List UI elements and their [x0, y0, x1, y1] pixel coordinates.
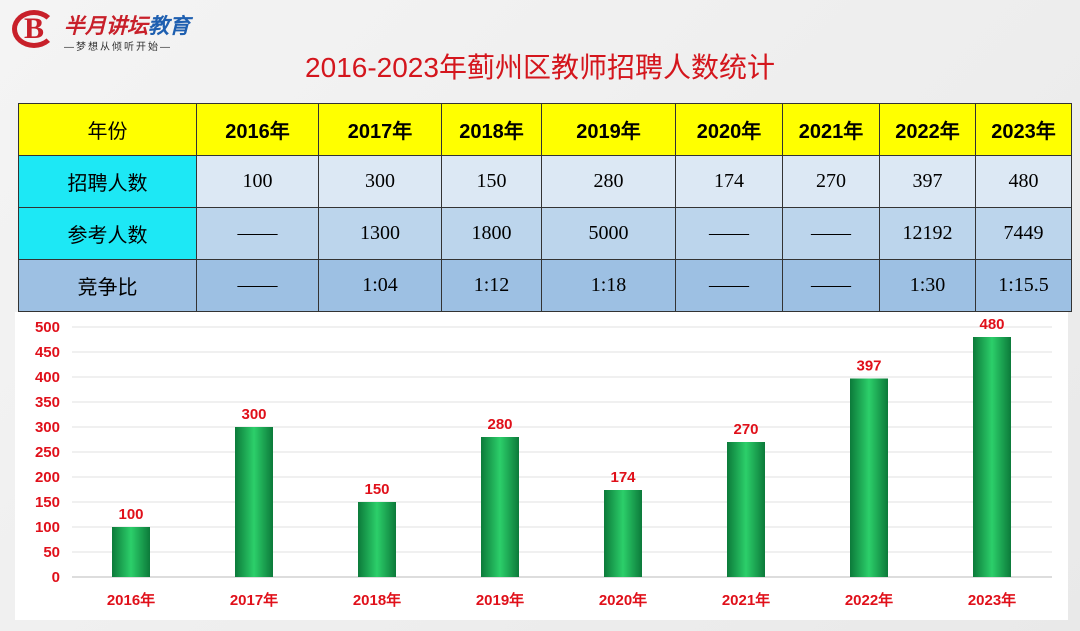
- table-cell: 1:15.5: [975, 259, 1072, 312]
- logo-mark-icon: [12, 10, 56, 48]
- table-cell: ——: [782, 259, 880, 312]
- table-cell: 12192: [879, 207, 976, 260]
- bar: [850, 378, 888, 577]
- y-tick-label: 150: [35, 494, 60, 511]
- bar: [727, 442, 765, 577]
- y-tick-label: 200: [35, 469, 60, 486]
- table-cell: 300: [318, 155, 442, 208]
- table-cell: 2018年: [441, 103, 542, 156]
- table-cell: 100: [196, 155, 319, 208]
- x-tick-label: 2017年: [230, 591, 278, 609]
- data-label: 300: [241, 406, 266, 423]
- table-cell: 2022年: [879, 103, 976, 156]
- row-label: 年份: [18, 103, 197, 156]
- table-cell: ——: [675, 207, 783, 260]
- data-table: 年份 2016年 2017年 2018年 2019年 2020年 2021年 2022年 202…: [18, 103, 1072, 312]
- data-label: 480: [979, 316, 1004, 333]
- table-row: 竞争比 —— 1:04 1:12 1:18 —— —— 1:30 1:15.5: [18, 259, 1072, 312]
- logo: B 半月讲坛教育 —梦想从倾听开始—: [12, 8, 212, 53]
- y-tick-label: 500: [35, 319, 60, 336]
- table-cell: 1:30: [879, 259, 976, 312]
- table-cell: 2017年: [318, 103, 442, 156]
- table-cell: 2016年: [196, 103, 319, 156]
- data-label: 150: [364, 481, 389, 498]
- x-tick-label: 2022年: [845, 591, 893, 609]
- data-label: 174: [610, 469, 636, 486]
- table-cell: 1800: [441, 207, 542, 260]
- table-cell: 174: [675, 155, 783, 208]
- table-cell: 2023年: [975, 103, 1072, 156]
- bar: [481, 437, 519, 577]
- table-cell: 2020年: [675, 103, 783, 156]
- y-tick-label: 350: [35, 394, 60, 411]
- bar: [235, 427, 273, 577]
- x-tick-label: 2020年: [599, 591, 647, 609]
- row-label: 竞争比: [18, 259, 197, 312]
- y-tick-label: 0: [52, 569, 60, 586]
- table-cell: 1:12: [441, 259, 542, 312]
- bar: [112, 527, 150, 577]
- row-label: 参考人数: [18, 207, 197, 260]
- bar: [358, 502, 396, 577]
- row-label: 招聘人数: [18, 155, 197, 208]
- data-label: 280: [487, 416, 512, 433]
- table-cell: 2021年: [782, 103, 880, 156]
- table-row: 参考人数 —— 1300 1800 5000 —— —— 12192 7449: [18, 207, 1072, 260]
- y-tick-label: 250: [35, 444, 60, 461]
- table-cell: 1300: [318, 207, 442, 260]
- x-tick-label: 2021年: [722, 591, 770, 609]
- data-label: 100: [118, 506, 143, 523]
- y-tick-label: 100: [35, 519, 60, 536]
- bar: [604, 490, 642, 577]
- bar-chart: 0 50 100 150 200 250 300 350 400 450 500 100 2016年 30…: [15, 312, 1068, 620]
- y-tick-label: 450: [35, 344, 60, 361]
- x-tick-label: 2016年: [107, 591, 155, 609]
- y-tick-label: 300: [35, 419, 60, 436]
- table-cell: 2019年: [541, 103, 676, 156]
- y-tick-label: 400: [35, 369, 60, 386]
- y-tick-label: 50: [43, 544, 60, 561]
- table-cell: 480: [975, 155, 1072, 208]
- bar: [973, 337, 1011, 577]
- table-cell: 397: [879, 155, 976, 208]
- x-tick-label: 2023年: [968, 591, 1016, 609]
- x-tick-label: 2018年: [353, 591, 401, 609]
- table-cell: 1:04: [318, 259, 442, 312]
- table-cell: ——: [196, 207, 319, 260]
- data-label: 397: [856, 358, 881, 375]
- table-cell: 280: [541, 155, 676, 208]
- table-cell: 1:18: [541, 259, 676, 312]
- data-label: 270: [733, 421, 758, 438]
- table-cell: 7449: [975, 207, 1072, 260]
- x-tick-label: 2019年: [476, 591, 524, 609]
- table-cell: 5000: [541, 207, 676, 260]
- table-cell: 270: [782, 155, 880, 208]
- table-row: 招聘人数 100 300 150 280 174 270 397 480: [18, 155, 1072, 208]
- table-header-row: 年份 2016年 2017年 2018年 2019年 2020年 2021年 2022年 202…: [18, 103, 1072, 156]
- table-cell: ——: [675, 259, 783, 312]
- table-cell: 150: [441, 155, 542, 208]
- page-title: 2016-2023年蓟州区教师招聘人数统计: [305, 52, 775, 83]
- table-cell: ——: [196, 259, 319, 312]
- table-cell: ——: [782, 207, 880, 260]
